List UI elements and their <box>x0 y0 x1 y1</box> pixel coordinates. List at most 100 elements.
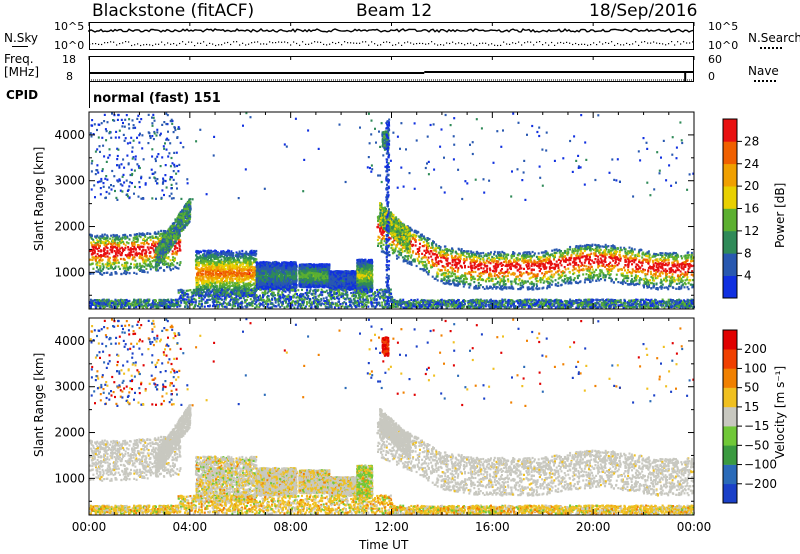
power-cell <box>134 247 136 250</box>
power-cell <box>122 234 125 237</box>
power-cell <box>392 243 395 246</box>
power-cell <box>545 257 548 260</box>
power-cell <box>400 236 403 239</box>
power-cell <box>501 257 504 260</box>
noise-search-dot <box>212 43 214 45</box>
power-cell <box>126 266 129 269</box>
power-cell <box>676 263 679 266</box>
power-cell <box>538 262 541 265</box>
noise-search-dot <box>677 41 679 43</box>
power-cell <box>123 258 126 261</box>
power-cell <box>641 259 644 262</box>
power-cell <box>121 246 124 249</box>
power-cell <box>655 269 657 272</box>
power-cell <box>418 262 421 265</box>
power-cell <box>564 268 567 271</box>
power-cell <box>544 250 547 253</box>
power-cell <box>446 248 448 251</box>
power-cell <box>421 252 424 255</box>
power-cell <box>187 207 189 210</box>
power-cell <box>109 248 112 251</box>
power-cell <box>619 255 622 258</box>
power-cell <box>126 255 129 258</box>
power-cell <box>513 273 515 276</box>
power-cell <box>382 228 385 231</box>
power-cell <box>93 245 96 248</box>
noise-search-dot <box>149 44 151 46</box>
power-cell <box>659 252 662 255</box>
power-cell <box>645 281 648 284</box>
power-cell <box>578 271 580 274</box>
power-cell <box>411 235 414 238</box>
power-cell <box>509 287 512 290</box>
power-cell <box>451 279 454 282</box>
power-cell <box>439 246 442 249</box>
power-cell <box>532 274 535 277</box>
power-cell <box>598 249 601 252</box>
power-cell <box>179 261 182 264</box>
power-cell <box>491 255 494 259</box>
power-cell <box>638 270 641 273</box>
power-cell <box>405 243 408 246</box>
power-cell <box>465 281 468 284</box>
noise-search-dot <box>611 41 613 43</box>
power-cell <box>464 272 467 275</box>
power-cell <box>579 260 581 263</box>
power-cell <box>498 253 500 257</box>
noise-search-dot <box>233 41 235 43</box>
power-cell <box>147 263 150 266</box>
power-cell <box>636 263 639 266</box>
power-cell <box>480 255 483 258</box>
noise-search-dot <box>563 42 565 44</box>
power-cell <box>684 254 687 257</box>
power-cell <box>432 240 434 243</box>
power-cell <box>120 239 123 242</box>
power-cell <box>609 261 612 264</box>
power-cell <box>425 246 428 249</box>
power-cell <box>599 269 602 272</box>
power-cell <box>174 237 177 240</box>
power-cell <box>188 209 191 212</box>
power-cell <box>479 284 482 287</box>
noise-search-dot <box>422 42 424 45</box>
power-cell <box>645 258 648 261</box>
noise-search-dot <box>644 41 646 43</box>
power-cell <box>159 258 162 261</box>
power-cell <box>451 247 454 250</box>
power-cell <box>517 283 520 286</box>
power-cell <box>588 254 591 257</box>
power-cell <box>456 257 459 260</box>
power-cell <box>652 263 655 266</box>
power-cell <box>515 262 518 265</box>
power-cell <box>376 216 379 219</box>
power-cell <box>480 262 483 265</box>
power-cell <box>560 264 563 267</box>
power-cell <box>406 236 409 239</box>
noise-search-dot <box>389 41 391 44</box>
power-cell <box>469 271 472 274</box>
power-cell <box>552 275 555 278</box>
power-cell <box>100 256 103 259</box>
power-cell <box>425 249 428 252</box>
power-cell <box>179 241 182 244</box>
power-cell <box>393 232 396 235</box>
power-cell <box>639 261 642 264</box>
power-cell <box>447 253 450 256</box>
power-cell <box>638 259 641 262</box>
power-cell <box>653 252 656 255</box>
power-cell <box>148 251 151 254</box>
noise-search-dot <box>692 41 694 43</box>
power-cell <box>131 254 134 257</box>
power-cell <box>619 248 622 251</box>
power-cell <box>640 249 643 252</box>
power-cell <box>419 242 421 245</box>
power-cell <box>691 270 694 273</box>
power-cell <box>496 263 499 266</box>
power-cell <box>135 240 138 243</box>
power-cell <box>631 263 633 266</box>
power-cell <box>609 264 612 268</box>
power-cell <box>138 232 141 235</box>
power-cell <box>528 277 531 280</box>
power-cell <box>561 257 564 260</box>
noise-search-dot <box>404 42 406 44</box>
